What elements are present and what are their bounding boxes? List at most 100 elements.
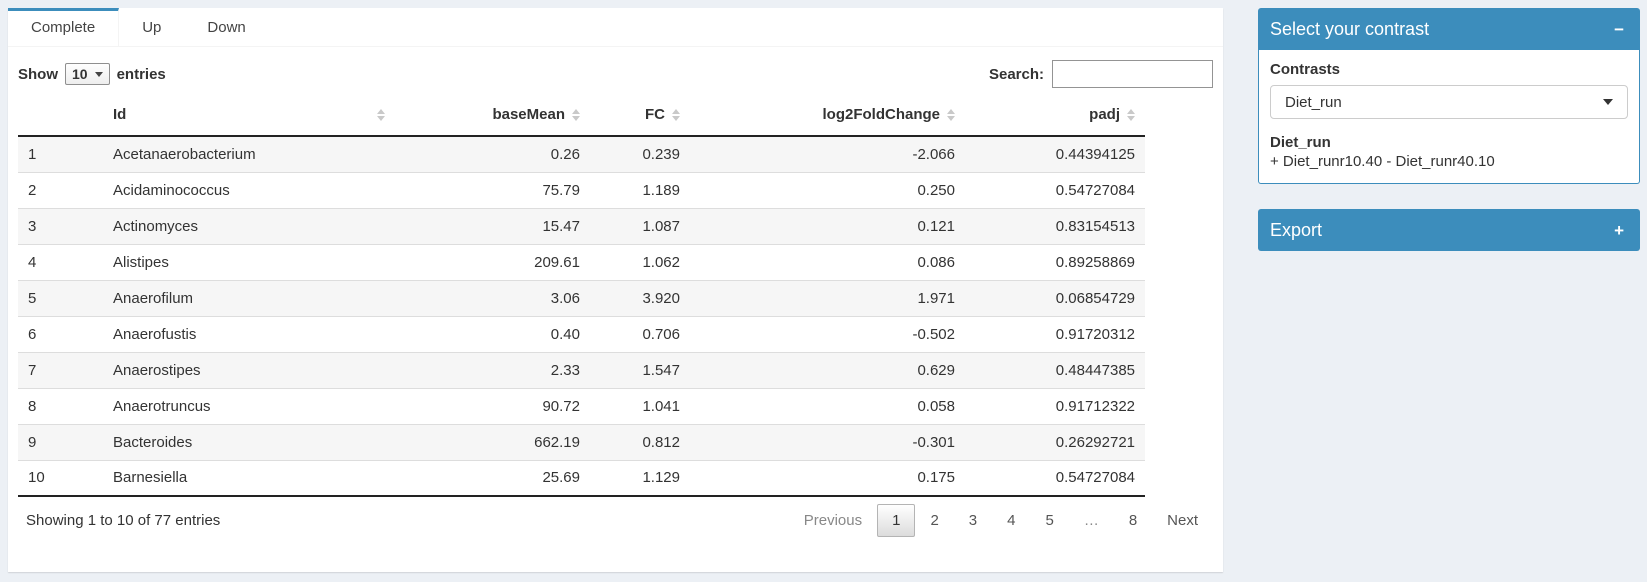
cell-padj: 0.26292721 <box>965 423 1145 460</box>
pagination: Previous 1 2 3 4 5 … 8 Next <box>789 504 1213 537</box>
tab-up[interactable]: Up <box>142 19 162 36</box>
column-header-id[interactable]: Id <box>103 96 395 137</box>
pagination-previous[interactable]: Previous <box>803 512 863 529</box>
cell-basemean: 15.47 <box>395 207 590 244</box>
pagination-page-4[interactable]: 4 <box>1007 512 1016 529</box>
table-row: 4 Alistipes 209.61 1.062 0.086 0.89258869 <box>18 243 1145 280</box>
contrast-select-value: Diet_run <box>1285 93 1342 111</box>
column-header-log2foldchange[interactable]: log2FoldChange <box>690 96 965 137</box>
cell-padj: 0.44394125 <box>1055 145 1135 163</box>
table-row: 1 Acetanaerobacterium 0.26 0.239 -2.066 0.443… <box>18 136 1145 172</box>
cell-log2foldchange: -2.066 <box>912 145 955 163</box>
export-panel-header: Export + <box>1258 209 1640 251</box>
contrast-panel-header: Select your contrast − <box>1258 8 1640 50</box>
tab-content: Show 10 entries Search: <box>8 47 1223 547</box>
contrast-select[interactable]: Diet_run <box>1270 85 1628 119</box>
column-header-row-index <box>18 96 103 137</box>
page-length-control: Show 10 entries <box>18 63 166 85</box>
export-panel: Export + <box>1258 209 1640 251</box>
tab-complete[interactable]: Complete <box>8 8 120 46</box>
pagination-page-5[interactable]: 5 <box>1045 512 1054 529</box>
cell-basemean: 662.19 <box>395 423 590 460</box>
cell-fc: 0.706 <box>590 315 690 352</box>
pagination-page-8[interactable]: 8 <box>1128 512 1138 529</box>
cell-row-index: 10 <box>18 459 103 496</box>
cell-id: Acidaminococcus <box>103 171 395 208</box>
cell-log2foldchange: -0.502 <box>690 315 965 352</box>
table-row: 2 Acidaminococcus 75.79 1.189 0.250 0.5472708… <box>18 171 1145 208</box>
cell-id: Anaerofilum <box>103 279 395 316</box>
cell-log2foldchange: 0.086 <box>690 243 965 280</box>
table-row: 7 Anaerostipes 2.33 1.547 0.629 0.48447385 <box>18 351 1145 388</box>
cell-row-index: 6 <box>18 315 103 352</box>
table-row: 5 Anaerofilum 3.06 3.920 1.971 0.06854729 <box>18 279 1145 316</box>
cell-id: Alistipes <box>103 243 395 280</box>
table-row: 8 Anaerotruncus 90.72 1.041 0.058 0.91712322 <box>18 387 1145 424</box>
table-row: 3 Actinomyces 15.47 1.087 0.121 0.83154513 <box>18 207 1145 244</box>
tab-down[interactable]: Down <box>207 19 246 36</box>
cell-padj: 0.54727084 <box>965 459 1145 496</box>
results-table: Id baseMean FC <box>18 96 1145 497</box>
cell-basemean: 90.72 <box>395 387 590 424</box>
cell-basemean: 3.06 <box>395 279 590 316</box>
pagination-page-2[interactable]: 2 <box>930 512 939 529</box>
column-label-id: Id <box>113 106 127 123</box>
pagination-page-1[interactable]: 1 <box>877 504 916 537</box>
cell-row-index: 8 <box>18 387 103 424</box>
column-header-fc[interactable]: FC <box>590 96 690 137</box>
cell-id: Anaerofustis <box>103 315 395 352</box>
cell-fc: 1.062 <box>590 243 690 280</box>
pagination-next[interactable]: Next <box>1167 512 1198 529</box>
column-label-padj: padj <box>1089 106 1120 123</box>
results-box: Complete Up Down Show 10 entries Search: <box>8 8 1223 572</box>
pagination-page-3[interactable]: 3 <box>968 512 978 529</box>
cell-fc: 0.239 <box>642 145 680 163</box>
page-length-value: 10 <box>72 66 88 82</box>
cell-basemean: 0.40 <box>395 315 590 352</box>
column-header-padj[interactable]: padj <box>965 96 1145 137</box>
cell-row-index: 1 <box>28 145 37 163</box>
cell-fc: 1.189 <box>590 171 690 208</box>
contrast-detail-text: + Diet_runr10.40 - Diet_runr40.10 <box>1270 153 1495 170</box>
cell-id: Actinomyces <box>103 207 395 244</box>
cell-row-index: 7 <box>18 351 103 388</box>
column-label-basemean: baseMean <box>492 106 565 123</box>
contrast-panel: Select your contrast − Contrasts Diet_ru… <box>1258 8 1640 184</box>
export-panel-title: Export <box>1270 219 1323 240</box>
column-header-basemean[interactable]: baseMean <box>395 96 590 137</box>
tab-bar: Complete Up Down <box>8 8 1223 47</box>
contrast-panel-body: Contrasts Diet_run Diet_run + Diet_runr1… <box>1258 50 1640 184</box>
collapse-minus-icon[interactable]: − <box>1614 19 1624 39</box>
cell-fc: 3.920 <box>590 279 690 316</box>
cell-row-index: 3 <box>18 207 103 244</box>
cell-id: Anaerostipes <box>103 351 395 388</box>
contrast-detail-title: Diet_run <box>1270 134 1331 151</box>
cell-padj: 0.91720312 <box>965 315 1145 352</box>
sidebar-column: Select your contrast − Contrasts Diet_ru… <box>1258 8 1640 251</box>
cell-row-index: 2 <box>18 171 103 208</box>
chevron-down-icon <box>94 71 103 77</box>
expand-plus-icon[interactable]: + <box>1614 220 1624 240</box>
table-body: 1 Acetanaerobacterium 0.26 0.239 -2.066 0.443… <box>18 136 1145 496</box>
contrast-panel-title: Select your contrast <box>1270 18 1430 39</box>
column-label-log2foldchange: log2FoldChange <box>822 106 941 123</box>
sort-icon <box>1127 108 1135 121</box>
chevron-down-icon <box>1603 99 1613 105</box>
cell-row-index: 5 <box>18 279 103 316</box>
cell-fc: 1.041 <box>590 387 690 424</box>
table-footer: Showing 1 to 10 of 77 entries Previous 1… <box>18 504 1213 537</box>
search-input[interactable] <box>1052 60 1213 88</box>
cell-padj: 0.06854729 <box>965 279 1145 316</box>
cell-basemean: 25.69 <box>395 459 590 496</box>
pagination-ellipsis: … <box>1083 512 1099 529</box>
cell-log2foldchange: 0.121 <box>690 207 965 244</box>
cell-row-index: 9 <box>18 423 103 460</box>
table-controls: Show 10 entries Search: <box>18 56 1213 92</box>
page-length-select[interactable]: 10 <box>65 63 110 85</box>
cell-id: Barnesiella <box>103 459 395 496</box>
cell-basemean: 2.33 <box>395 351 590 388</box>
cell-log2foldchange: 0.629 <box>690 351 965 388</box>
cell-fc: 1.087 <box>590 207 690 244</box>
cell-padj: 0.83154513 <box>965 207 1145 244</box>
cell-log2foldchange: -0.301 <box>690 423 965 460</box>
